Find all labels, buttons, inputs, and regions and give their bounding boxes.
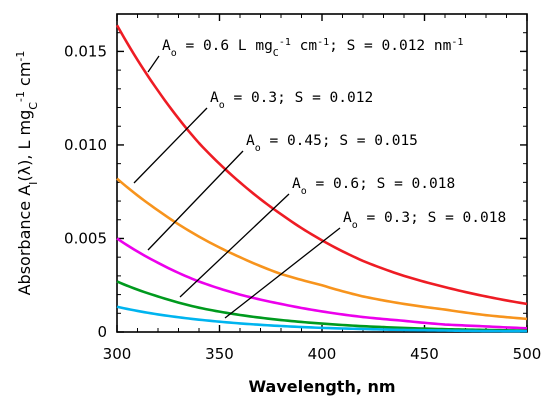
annotation-series-3: Ao = 0.45; S = 0.015: [246, 133, 418, 154]
annotation-series-1: Ao = 0.6 L mgC-1 cm-1; S = 0.012 nm-1: [162, 37, 463, 59]
series-line-1: [115, 24, 528, 306]
x-tick-label: 500: [513, 345, 542, 363]
annotation-series-5: Ao = 0.3; S = 0.018: [343, 210, 506, 231]
y-axis-title: Absorbance AI(λ), L mgC-1 cm-1: [14, 51, 40, 296]
x-tick-label: 450: [410, 345, 439, 363]
series-line-2: [116, 177, 528, 321]
annotation-leader-5: [224, 227, 341, 319]
y-tick-label: 0: [97, 323, 107, 341]
annotation-leader-4: [179, 193, 290, 298]
annotation-leader-1: [147, 55, 160, 73]
series-layer: [115, 24, 528, 333]
series-line-5: [116, 305, 528, 333]
annotation-leader-3: [147, 150, 244, 251]
annotation-series-2: Ao = 0.3; S = 0.012: [210, 90, 373, 111]
annotation-leader-2: [133, 107, 208, 184]
x-tick-label: 400: [308, 345, 337, 363]
y-tick-label: 0.005: [64, 229, 107, 247]
y-tick-label: 0.010: [64, 136, 107, 154]
y-tick-label: 0.015: [64, 42, 107, 60]
annotation-leaders: [133, 55, 341, 319]
annotation-series-4: Ao = 0.6; S = 0.018: [292, 176, 455, 197]
series-line-3: [116, 237, 528, 330]
series-line-4: [116, 280, 528, 332]
x-tick-label: 350: [205, 345, 234, 363]
x-axis-title: Wavelength, nm: [248, 377, 395, 396]
x-tick-label: 300: [103, 345, 132, 363]
